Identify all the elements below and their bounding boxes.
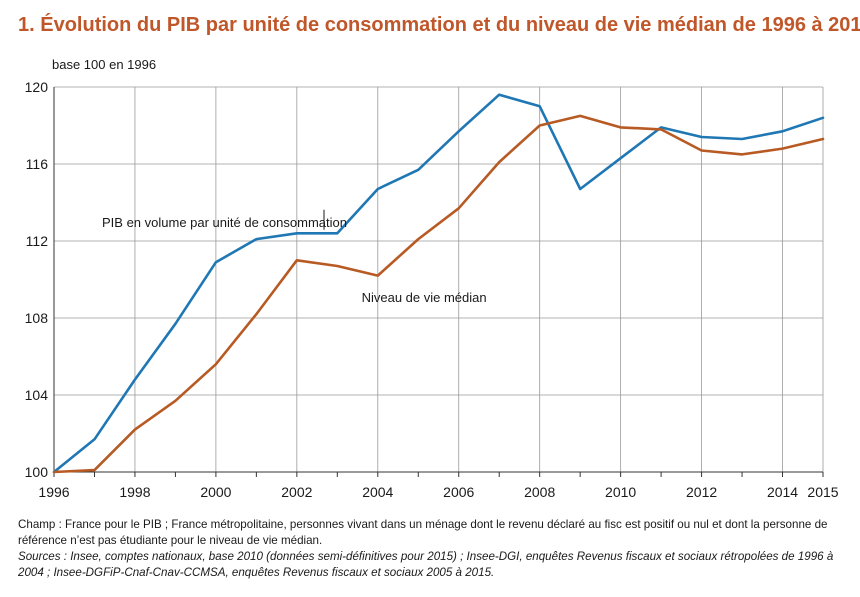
series-label-niveau-de-vie: Niveau de vie médian — [362, 290, 487, 305]
series-line-pib — [52, 93, 825, 474]
x-tick-label-2000: 2000 — [200, 484, 231, 500]
y-tick-label-116: 116 — [26, 156, 49, 172]
y-tick-label-112: 112 — [26, 233, 49, 249]
series-lines — [52, 93, 825, 474]
champ-note: Champ : France pour le PIB ; France métr… — [18, 518, 828, 547]
x-tick-label-2004: 2004 — [362, 484, 393, 500]
chart-title: 1. Évolution du PIB par unité de consomm… — [18, 14, 860, 36]
y-axis-unit-label: base 100 en 1996 — [52, 57, 157, 72]
y-tick-label-104: 104 — [25, 387, 49, 403]
x-tick-label-2015: 2015 — [807, 484, 838, 500]
sources-note: Sources : Insee, comptes nationaux, base… — [18, 550, 834, 579]
series-line-niveau-de-vie — [52, 114, 825, 474]
y-tick-label-120: 120 — [25, 79, 49, 95]
x-tick-label-2014: 2014 — [767, 484, 798, 500]
y-tick-label-108: 108 — [25, 310, 49, 326]
x-tick-label-2006: 2006 — [443, 484, 474, 500]
x-tick-label-2012: 2012 — [686, 484, 717, 500]
x-tick-label-2002: 2002 — [281, 484, 312, 500]
x-tick-label-1998: 1998 — [119, 484, 150, 500]
y-tick-label-100: 100 — [25, 464, 49, 480]
x-tick-label-1996: 1996 — [38, 484, 69, 500]
x-tick-label-2010: 2010 — [605, 484, 636, 500]
axes — [53, 87, 824, 477]
chart-notes: Champ : France pour le PIB ; France métr… — [18, 517, 848, 581]
x-tick-label-2008: 2008 — [524, 484, 555, 500]
grid-lines — [54, 86, 823, 472]
tick-labels: 100 104 108 112 116 120 1996 1998 2000 2002 2004 20… — [25, 79, 839, 500]
series-label-pib: PIB en volume par unité de consommation — [102, 215, 347, 230]
line-chart: 100 104 108 112 116 120 1996 1998 2000 2002 2004 20… — [25, 79, 839, 500]
series-labels: PIB en volume par unité de consommation N… — [102, 209, 487, 305]
